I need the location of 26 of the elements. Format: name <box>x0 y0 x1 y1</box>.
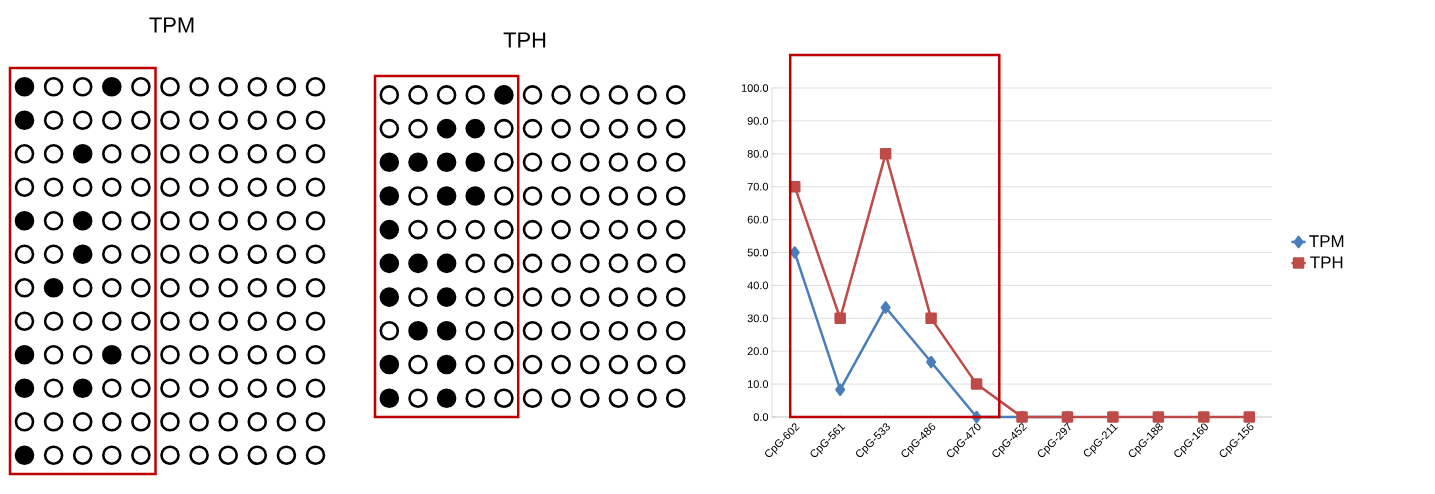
point <box>925 312 937 325</box>
y-tick-label: 100.0 <box>741 84 769 92</box>
point <box>880 301 891 314</box>
point <box>926 355 937 369</box>
text: TPH <box>503 32 546 48</box>
point <box>1152 411 1165 423</box>
y-tick-label: 70.0 <box>747 182 769 191</box>
legend-label: TPM <box>1309 235 1344 248</box>
point <box>879 148 892 160</box>
y-tick-label: 80.0 <box>747 149 769 158</box>
point <box>970 378 983 390</box>
text: TPM <box>149 17 194 33</box>
y-tick-label: 30.0 <box>747 314 769 323</box>
point <box>1198 411 1210 423</box>
point <box>1243 411 1256 423</box>
y-tick-label: 60.0 <box>747 215 769 224</box>
point <box>835 383 846 396</box>
y-tick-label: 40.0 <box>747 281 769 290</box>
point <box>834 312 846 325</box>
y-tick-label: 0.0 <box>753 413 769 421</box>
y-tick-label: 20.0 <box>747 347 769 356</box>
point <box>1107 411 1119 423</box>
y-tick-label: 10.0 <box>747 380 769 388</box>
y-tick-label: 90.0 <box>747 117 769 125</box>
y-tick-label: 50.0 <box>747 248 769 257</box>
legend-label: TPH <box>1310 256 1343 269</box>
